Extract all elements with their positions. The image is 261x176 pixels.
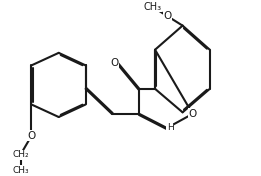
Text: CH₃: CH₃ [12, 166, 29, 175]
Text: CH₂: CH₂ [12, 150, 29, 159]
Text: H: H [167, 124, 174, 133]
Text: CH₃: CH₃ [144, 2, 162, 12]
Text: O: O [163, 11, 172, 21]
Text: O: O [188, 109, 197, 119]
Text: O: O [110, 58, 118, 68]
Text: O: O [27, 131, 35, 141]
